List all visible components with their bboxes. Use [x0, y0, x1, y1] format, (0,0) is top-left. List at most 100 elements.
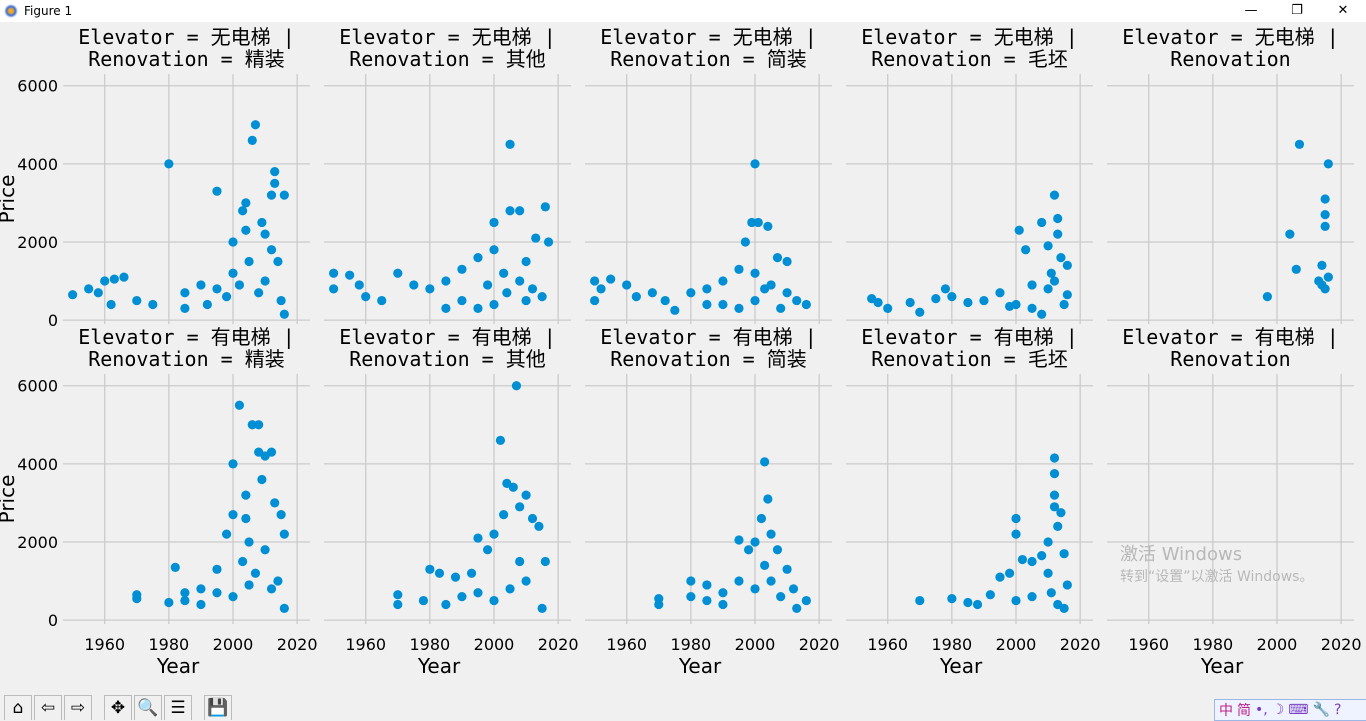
zoom-button[interactable]: 🔍: [134, 695, 162, 720]
x-axis-label: Year: [1200, 654, 1244, 678]
x-tick-label: 1960: [867, 635, 908, 654]
data-point: [244, 256, 254, 267]
data-point: [1049, 490, 1060, 500]
x-tick-label: 1980: [931, 635, 972, 654]
data-point: [212, 564, 222, 574]
data-point: [718, 276, 728, 286]
x-axis-label: Year: [417, 654, 461, 678]
data-point: [425, 284, 435, 294]
data-point: [702, 284, 712, 294]
data-point: [418, 595, 429, 606]
data-point: [441, 599, 451, 610]
data-point: [273, 256, 283, 267]
data-point: [266, 190, 277, 200]
panel-title-line: Renovation: [1170, 347, 1290, 371]
data-point: [718, 588, 728, 598]
panel-title-line: Renovation = 毛坯: [871, 47, 1068, 71]
panel-title-line: Renovation = 毛坯: [871, 347, 1068, 371]
axes-background: [1107, 74, 1354, 324]
data-point: [466, 568, 477, 578]
save-button[interactable]: 💾: [204, 695, 232, 720]
pan-button[interactable]: ✥: [104, 695, 132, 720]
panel-title-line: Elevator = 有电梯 |: [78, 325, 295, 349]
data-point: [1062, 290, 1072, 300]
data-point: [495, 435, 506, 446]
ime-item[interactable]: ?: [1333, 702, 1342, 718]
back-button[interactable]: ⇦: [34, 695, 62, 720]
data-point: [782, 288, 792, 298]
data-point: [527, 513, 538, 524]
data-point: [180, 595, 190, 606]
panel-title: Elevator = 无电梯 | Renovation = 其他: [339, 25, 556, 71]
data-point: [354, 280, 364, 290]
data-point: [1294, 139, 1305, 149]
data-point: [521, 295, 531, 306]
data-point: [266, 584, 277, 594]
data-point: [1004, 301, 1015, 312]
ime-item[interactable]: ☽: [1271, 702, 1285, 718]
ime-item[interactable]: 🔧: [1312, 702, 1330, 718]
data-point: [1037, 551, 1047, 561]
y-tick-label: 0: [48, 311, 58, 330]
data-point: [132, 590, 142, 600]
data-point: [254, 288, 264, 298]
data-point: [109, 274, 119, 284]
x-axis-label: Year: [678, 654, 722, 678]
data-point: [260, 545, 270, 555]
data-point: [606, 274, 616, 284]
data-point: [801, 595, 811, 606]
x-tick-label: 2000: [996, 635, 1037, 654]
panel-title: Elevator = 无电梯 | Renovation = 毛坯: [861, 25, 1078, 71]
toolbar-separator: [94, 695, 102, 719]
data-point: [345, 270, 355, 280]
data-point: [734, 264, 744, 274]
data-point: [266, 447, 277, 457]
data-point: [631, 292, 641, 302]
data-point: [537, 292, 547, 302]
forward-button[interactable]: ⇨: [64, 695, 92, 720]
data-point: [766, 529, 776, 539]
ime-item[interactable]: 简: [1237, 703, 1251, 719]
ime-item[interactable]: ⌨: [1288, 702, 1309, 718]
y-tick-label: 2000: [17, 533, 58, 552]
data-point: [801, 299, 811, 310]
close-button[interactable]: ✕: [1337, 3, 1349, 18]
data-point: [718, 299, 728, 310]
data-point: [760, 284, 770, 294]
data-point: [1037, 217, 1047, 228]
data-point: [499, 510, 509, 520]
data-point: [1059, 549, 1069, 559]
home-button[interactable]: ⌂: [4, 695, 32, 720]
data-point: [782, 564, 792, 574]
data-point: [747, 217, 757, 228]
data-point: [1323, 159, 1333, 169]
ime-item[interactable]: •,: [1255, 702, 1268, 718]
data-point: [1043, 537, 1053, 547]
ime-item[interactable]: 中: [1219, 703, 1233, 719]
minimize-button[interactable]: —: [1244, 3, 1258, 18]
data-point: [947, 594, 957, 604]
data-point: [228, 510, 238, 520]
configure-subplots-button[interactable]: ☰: [164, 695, 192, 720]
data-point: [527, 284, 538, 294]
data-point: [1320, 210, 1330, 220]
data-point: [963, 597, 973, 608]
data-point: [434, 568, 445, 578]
data-point: [1317, 280, 1327, 290]
data-point: [425, 564, 435, 574]
panel-title-line: Renovation = 精装: [88, 47, 285, 71]
data-point: [1049, 502, 1060, 512]
data-point: [260, 276, 270, 286]
data-point: [792, 295, 802, 306]
toolbar-separator: [194, 695, 202, 719]
data-point: [1027, 592, 1037, 602]
data-point: [119, 272, 129, 282]
data-point: [1027, 280, 1037, 290]
panel-title: Elevator = 无电梯 | Renovation: [1122, 25, 1339, 71]
data-point: [276, 295, 286, 306]
maximize-button[interactable]: ❐: [1291, 3, 1303, 18]
data-point: [1037, 309, 1047, 319]
data-point: [1046, 588, 1056, 598]
data-point: [457, 592, 467, 602]
data-point: [995, 288, 1005, 298]
